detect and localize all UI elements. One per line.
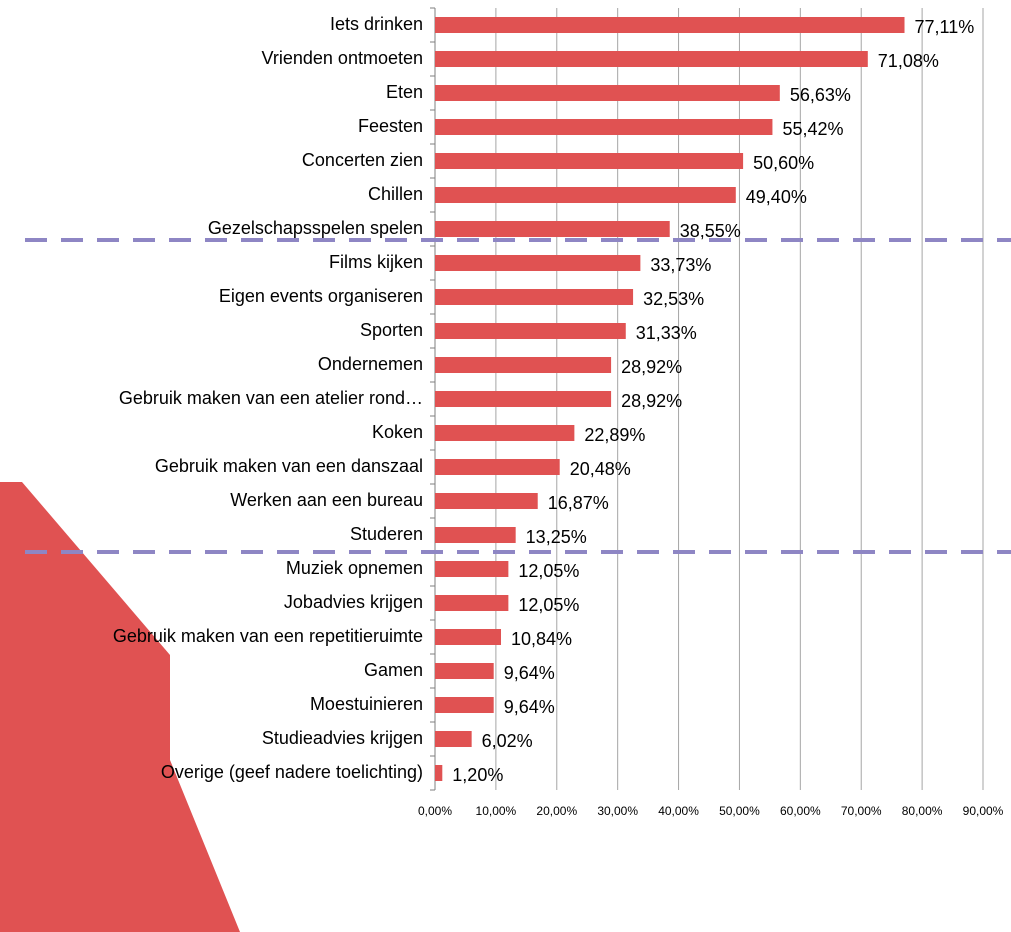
y-tick-label: Iets drinken [330, 14, 423, 34]
x-tick-label: 70,00% [841, 804, 882, 818]
data-label: 6,02% [482, 731, 533, 751]
x-tick-label: 10,00% [476, 804, 517, 818]
data-label: 55,42% [782, 119, 843, 139]
bar [435, 119, 773, 135]
y-tick-label: Concerten zien [302, 150, 423, 170]
y-tick-label: Vrienden ontmoeten [262, 48, 423, 68]
data-label: 10,84% [511, 629, 572, 649]
data-label: 9,64% [504, 697, 555, 717]
y-tick-label: Sporten [360, 320, 423, 340]
bar [435, 323, 626, 339]
y-tick-label: Eten [386, 82, 423, 102]
bar [435, 527, 516, 543]
data-label: 31,33% [636, 323, 697, 343]
data-label: 50,60% [753, 153, 814, 173]
bar [435, 17, 905, 33]
bar [435, 85, 780, 101]
data-label: 9,64% [504, 663, 555, 683]
data-label: 13,25% [526, 527, 587, 547]
x-tick-label: 0,00% [418, 804, 452, 818]
y-tick-label: Studieadvies krijgen [262, 728, 423, 748]
bar [435, 697, 494, 713]
y-tick-label: Eigen events organiseren [219, 286, 423, 306]
bar [435, 187, 736, 203]
data-label: 49,40% [746, 187, 807, 207]
y-tick-label: Films kijken [329, 252, 423, 272]
y-tick-label: Ondernemen [318, 354, 423, 374]
y-tick-label: Koken [372, 422, 423, 442]
y-tick-label: Gezelschapsspelen spelen [208, 218, 423, 238]
x-tick-label: 50,00% [719, 804, 760, 818]
bar [435, 493, 538, 509]
bar [435, 595, 509, 611]
data-label: 1,20% [452, 765, 503, 785]
data-label: 33,73% [650, 255, 711, 275]
bar [435, 765, 443, 781]
x-tick-label: 20,00% [536, 804, 577, 818]
bar [435, 629, 502, 645]
data-label: 56,63% [790, 85, 851, 105]
y-tick-label: Gebruik maken van een danszaal [155, 456, 423, 476]
y-tick-label: Overige (geef nadere toelichting) [161, 762, 423, 782]
bar [435, 561, 509, 577]
data-label: 28,92% [621, 357, 682, 377]
bar [435, 425, 575, 441]
x-tick-label: 40,00% [658, 804, 699, 818]
y-tick-label: Jobadvies krijgen [284, 592, 423, 612]
y-tick-label: Chillen [368, 184, 423, 204]
data-label: 71,08% [878, 51, 939, 71]
data-label: 77,11% [915, 17, 975, 37]
y-tick-label: Werken aan een bureau [230, 490, 423, 510]
y-tick-label: Gebruik maken van een repetitieruimte [113, 626, 423, 646]
data-label: 16,87% [548, 493, 609, 513]
bar [435, 255, 641, 271]
data-label: 20,48% [570, 459, 631, 479]
x-tick-label: 30,00% [597, 804, 638, 818]
y-tick-label: Gamen [364, 660, 423, 680]
x-tick-label: 80,00% [902, 804, 943, 818]
data-label: 38,55% [680, 221, 741, 241]
bar [435, 153, 744, 169]
data-label: 22,89% [584, 425, 645, 445]
background-shape [0, 482, 240, 932]
bar [435, 289, 634, 305]
y-tick-label: Feesten [358, 116, 423, 136]
grid: 0,00% 10,00% 20,00% 30,00% 40,00% 50,00% 60,00… [418, 7, 1004, 818]
x-tick-label: 60,00% [780, 804, 821, 818]
y-tick-label: Studeren [350, 524, 423, 544]
x-tick-label: 90,00% [963, 804, 1004, 818]
y-tick-label: Gebruik maken van een atelier rond… [119, 388, 423, 408]
y-tick-label: Moestuinieren [310, 694, 423, 714]
data-label: 28,92% [621, 391, 682, 411]
data-label: 32,53% [643, 289, 704, 309]
y-tick-label: Muziek opnemen [286, 558, 423, 578]
bar [435, 357, 612, 373]
bars: Iets drinken 77,11% Vrienden ontmoeten 71,0… [113, 14, 974, 785]
bar [435, 731, 472, 747]
bar [435, 51, 868, 67]
bar [435, 221, 670, 237]
bar [435, 391, 612, 407]
data-label: 12,05% [518, 595, 579, 615]
bar [435, 663, 494, 679]
data-label: 12,05% [518, 561, 579, 581]
bar [435, 459, 560, 475]
